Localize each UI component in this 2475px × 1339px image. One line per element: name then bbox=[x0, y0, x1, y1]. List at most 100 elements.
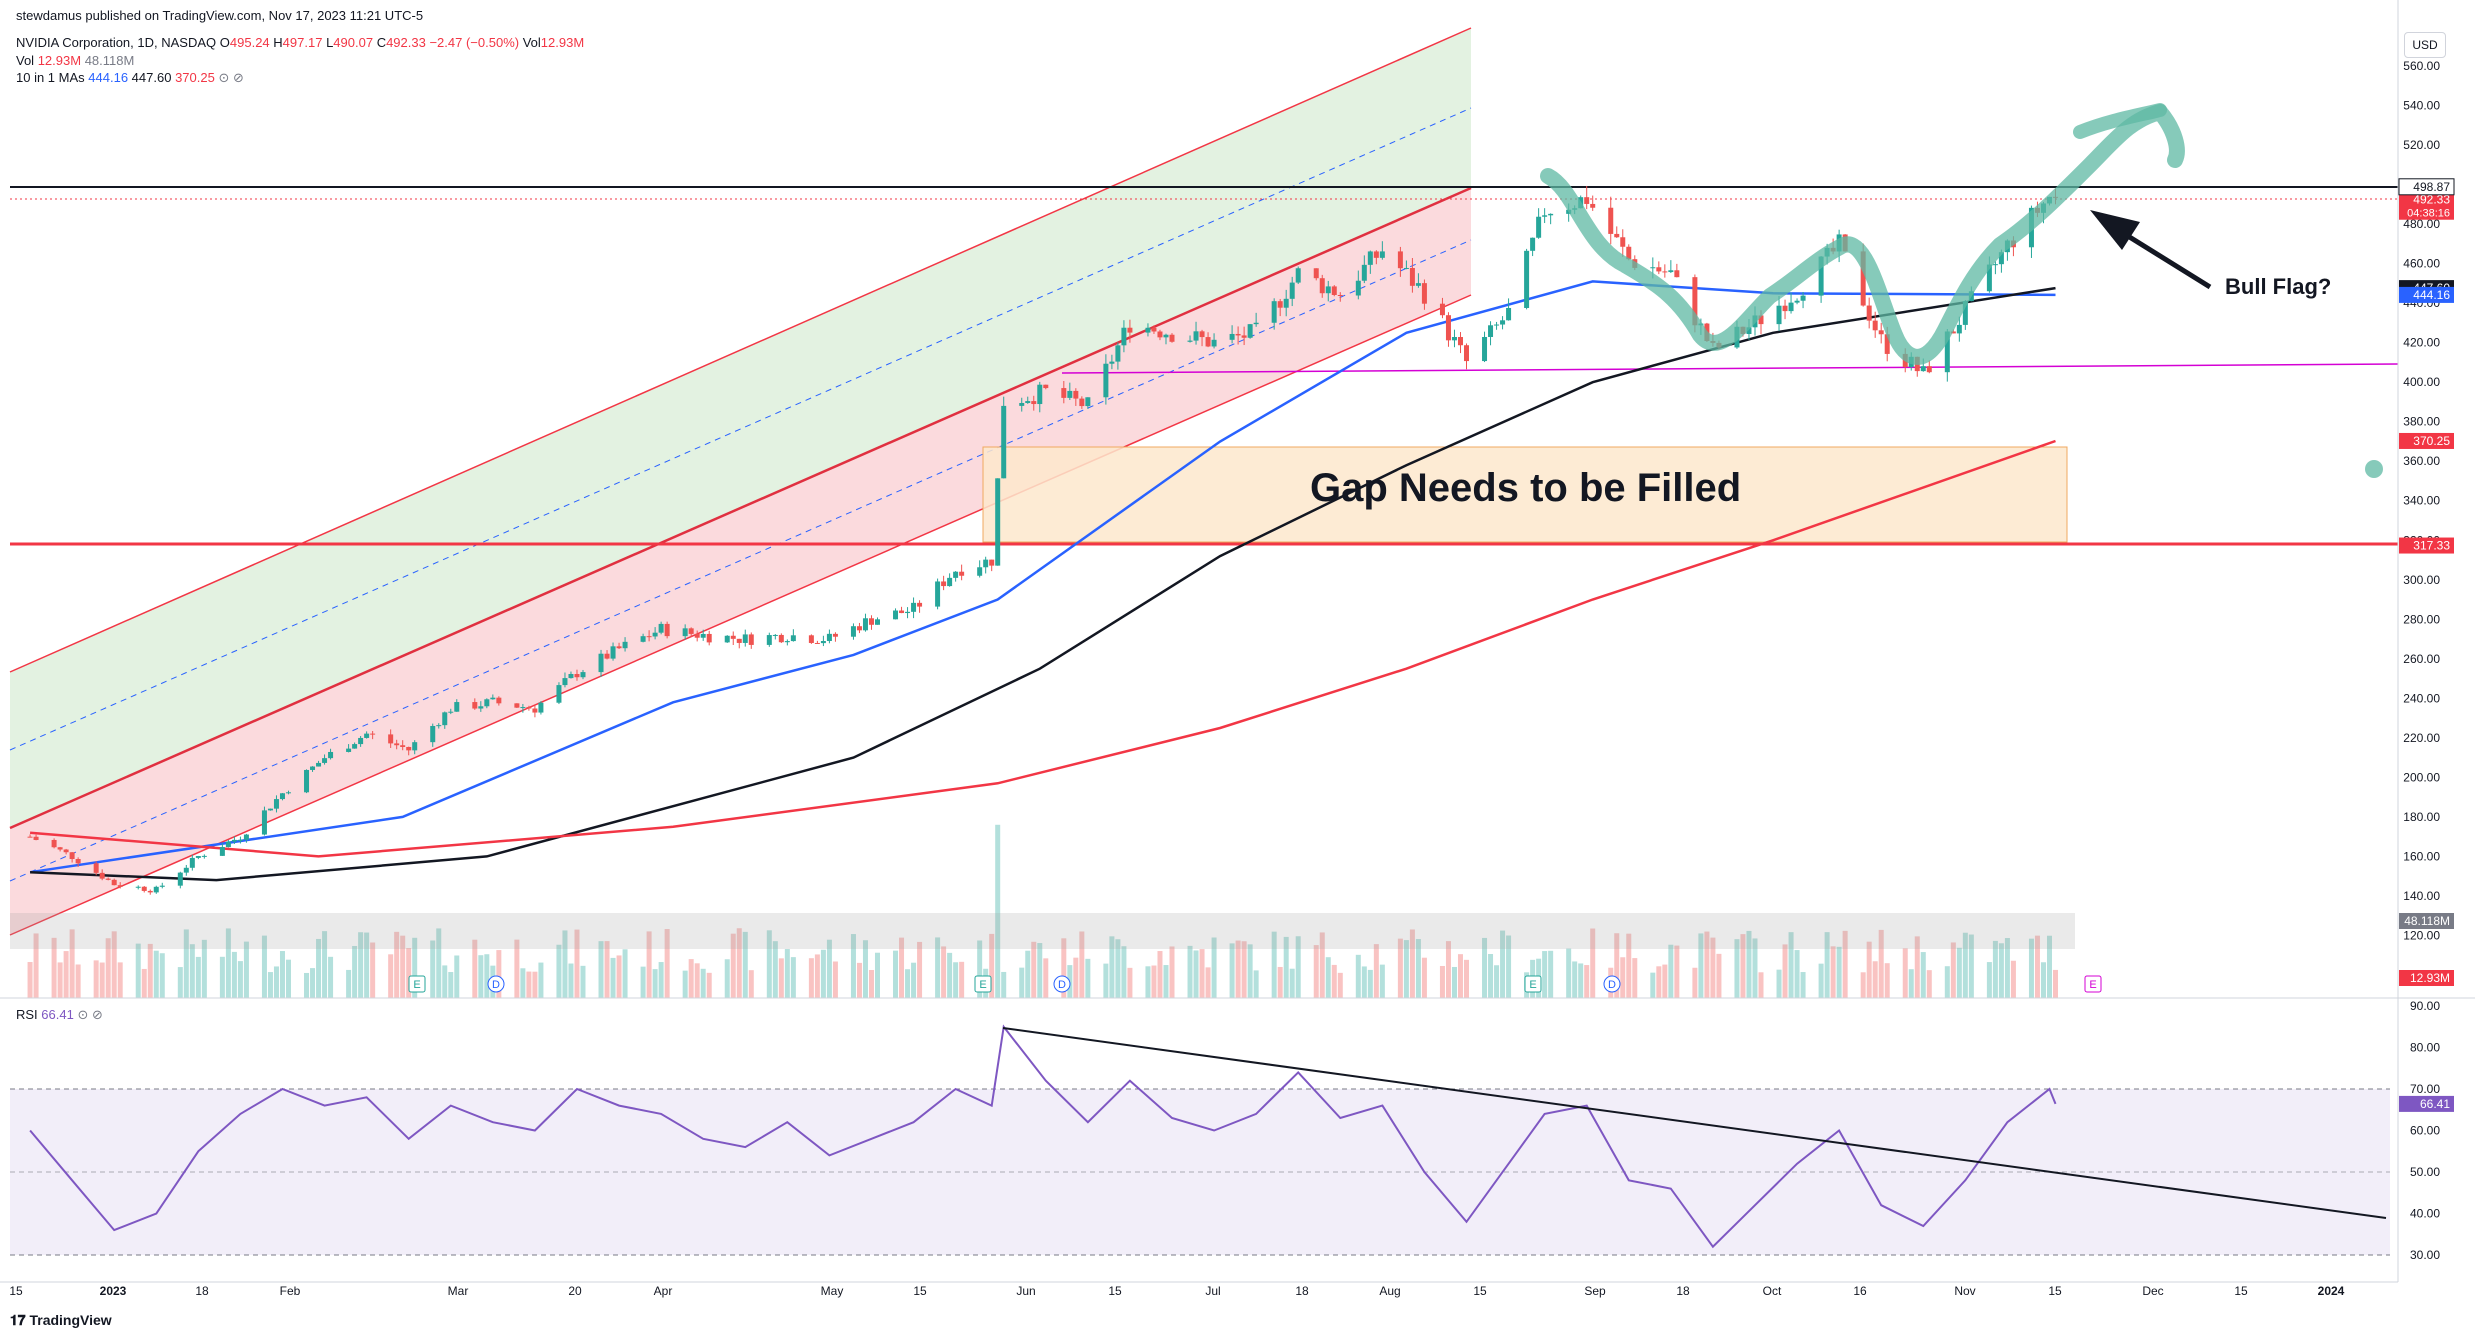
volume-bar bbox=[310, 968, 316, 998]
volume-bar bbox=[352, 945, 358, 998]
earnings-marker[interactable]: E bbox=[408, 975, 426, 993]
candle-body bbox=[1415, 283, 1421, 286]
svg-text:E: E bbox=[979, 979, 986, 991]
earnings-marker[interactable]: E bbox=[1524, 975, 1542, 993]
symbol-title[interactable]: NVIDIA Corporation, 1D, NASDAQ bbox=[16, 35, 217, 50]
candle-body bbox=[935, 581, 941, 607]
volume-bar bbox=[436, 928, 442, 998]
candle-body bbox=[1019, 402, 1025, 406]
rsi-legend[interactable]: RSI 66.41 ⊙ ⊘ bbox=[16, 1007, 103, 1023]
price-tick-label: 400.00 bbox=[2403, 375, 2440, 389]
volume-bar bbox=[394, 931, 400, 998]
volume-bar bbox=[868, 969, 874, 998]
candle-body bbox=[808, 635, 814, 643]
candle-body bbox=[1355, 280, 1361, 296]
candle-body bbox=[243, 834, 249, 840]
candle-body bbox=[442, 712, 448, 726]
candle-body bbox=[893, 610, 899, 620]
volume-bar bbox=[1920, 952, 1926, 998]
candle-body bbox=[1944, 331, 1950, 373]
svg-text:E: E bbox=[1529, 979, 1536, 991]
candle-body bbox=[832, 633, 838, 637]
candle-body bbox=[1626, 246, 1632, 260]
candle-body bbox=[874, 619, 880, 625]
time-tick-label: Nov bbox=[1954, 1284, 1975, 1298]
volume-bar bbox=[93, 960, 99, 998]
candle-body bbox=[1590, 203, 1596, 208]
candle-body bbox=[778, 634, 784, 643]
volume-bar bbox=[225, 928, 231, 998]
settings-icon[interactable]: ⊘ bbox=[232, 70, 244, 85]
volume-bar bbox=[526, 971, 532, 998]
volume-bar bbox=[1992, 940, 1998, 998]
volume-bar bbox=[832, 961, 838, 998]
volume-bar bbox=[766, 930, 772, 998]
volume-bar bbox=[1572, 961, 1578, 998]
price-badge-label: 444.16 bbox=[2413, 288, 2450, 302]
rsi-axis[interactable]: 90.00 80.00 70.00 60.00 50.00 40.00 30.00 bbox=[2410, 999, 2440, 1262]
volume-bar bbox=[1872, 961, 1878, 998]
earnings-marker[interactable]: E bbox=[974, 975, 992, 993]
rsi-trendline[interactable] bbox=[1002, 1027, 2387, 1219]
svg-text:E: E bbox=[413, 979, 420, 991]
symbol-ohlc-row: NVIDIA Corporation, 1D, NASDAQ O495.24 H… bbox=[16, 35, 584, 50]
dividend-marker[interactable]: D bbox=[1603, 975, 1621, 993]
settings-icon[interactable]: ⊘ bbox=[92, 1007, 103, 1022]
volume-bar bbox=[33, 933, 39, 998]
dividend-marker[interactable]: D bbox=[1053, 975, 1071, 993]
price-badge-sub: 04:38:16 bbox=[2407, 208, 2450, 220]
candle-body bbox=[1085, 397, 1091, 407]
candle-body bbox=[1115, 345, 1121, 362]
dividend-marker[interactable]: D bbox=[487, 975, 505, 993]
currency-button[interactable]: USD bbox=[2404, 32, 2446, 58]
event-markers[interactable]: E D E D E D E bbox=[408, 975, 2102, 993]
ma-legend-value-1: 444.16 bbox=[88, 70, 129, 85]
candle-body bbox=[135, 886, 141, 888]
volume-bar bbox=[935, 937, 941, 998]
volume-legend-row[interactable]: Vol 12.93M 48.118M bbox=[16, 53, 134, 68]
candle-body bbox=[1025, 401, 1031, 403]
candle-body bbox=[568, 673, 574, 679]
candle-body bbox=[1277, 301, 1283, 308]
eye-icon[interactable]: ⊙ bbox=[218, 70, 230, 85]
price-tick-label: 120.00 bbox=[2403, 928, 2440, 942]
volume-bar bbox=[610, 957, 616, 998]
tradingview-logo[interactable]: 𝟏𝟕 TradingView bbox=[10, 1312, 112, 1329]
price-badge: 317.33 bbox=[2399, 537, 2454, 554]
volume-bar bbox=[1025, 950, 1031, 998]
volume-bar bbox=[1085, 958, 1091, 998]
volume-bar bbox=[1584, 965, 1590, 998]
candle-body bbox=[1067, 390, 1073, 398]
volume-bar bbox=[790, 957, 796, 998]
volume-bar bbox=[1109, 936, 1115, 998]
candle-body bbox=[1229, 333, 1235, 340]
gap-zone[interactable] bbox=[982, 446, 2068, 543]
svg-text:E: E bbox=[2089, 979, 2096, 991]
candle-body bbox=[57, 847, 63, 850]
time-axis[interactable]: 15 2023 18 Feb Mar 20 Apr May 15 Jun 15 Jul 18 Aug 15 S… bbox=[9, 1284, 2344, 1298]
volume-bar bbox=[1710, 937, 1716, 998]
volume-bar bbox=[1842, 930, 1848, 998]
volume-bar bbox=[75, 964, 81, 998]
earnings-marker[interactable]: E bbox=[2084, 975, 2102, 993]
moving-average-line bbox=[29, 439, 2056, 858]
support-line[interactable] bbox=[1061, 363, 2399, 374]
volume-bar bbox=[1379, 964, 1385, 998]
volume-bar bbox=[2004, 938, 2010, 998]
ma-legend-row[interactable]: 10 in 1 MAs 444.16 447.60 370.25 ⊙ ⊘ bbox=[16, 70, 244, 86]
channel-red-fill bbox=[10, 188, 1471, 935]
eye-icon[interactable]: ⊙ bbox=[77, 1007, 89, 1022]
volume-bar bbox=[532, 971, 538, 998]
time-tick-label: 18 bbox=[195, 1284, 209, 1298]
volume-bar bbox=[736, 928, 742, 998]
volume-bar bbox=[1620, 957, 1626, 998]
candle-body bbox=[1103, 363, 1109, 398]
volume-bar bbox=[1704, 931, 1710, 998]
volume-bar bbox=[1127, 967, 1133, 998]
candles bbox=[27, 185, 2058, 895]
candle-body bbox=[285, 792, 291, 794]
volume-bar bbox=[1415, 939, 1421, 998]
candle-body bbox=[1187, 340, 1193, 342]
